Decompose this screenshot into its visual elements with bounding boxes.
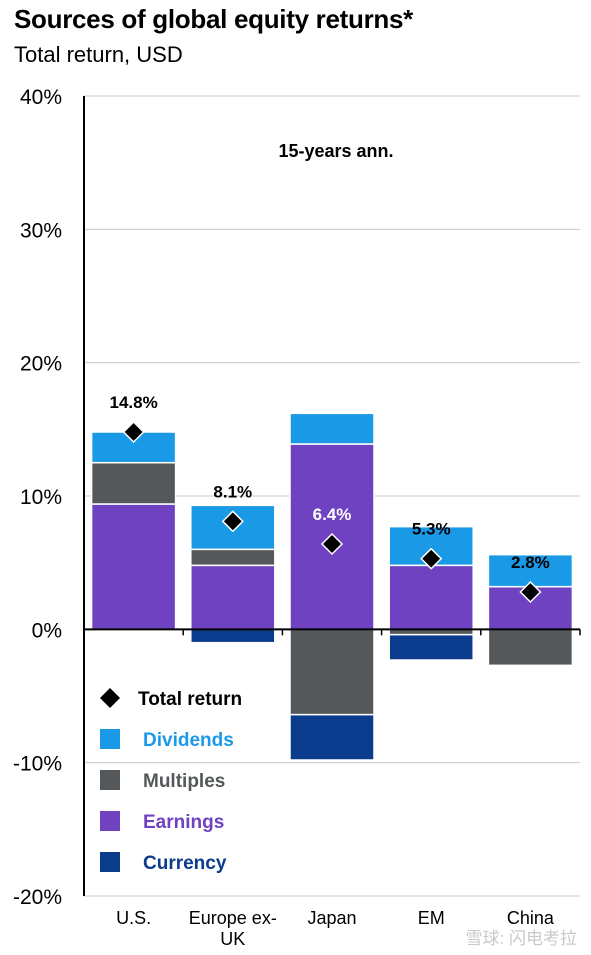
bar-multiples (289, 628, 375, 716)
total-return-label: 8.1% (213, 482, 252, 501)
y-tick-label: 20% (20, 353, 62, 376)
legend-currency: Currency (143, 853, 227, 874)
total-return-label: 14.8% (109, 393, 157, 412)
y-tick-label: 10% (20, 486, 62, 509)
legend-total-return: Total return (138, 689, 242, 710)
total-return-marker (519, 580, 542, 604)
bar-multiples (487, 628, 574, 667)
watermark: 雪球: 闪电考拉 (465, 929, 577, 948)
legend-swatch (100, 811, 120, 831)
legend-earnings: Earnings (143, 812, 224, 833)
data-labels: 14.8% 8.1% 6.4% 5.3% 2.8% (109, 393, 549, 572)
legend-multiples: Multiples (143, 771, 225, 792)
total-return-label: 6.4% (313, 505, 352, 524)
chart-subtitle: Total return, USD (14, 42, 183, 67)
bar-multiples (190, 548, 276, 567)
legend-dividends: Dividends (143, 730, 234, 751)
chart-title: Sources of global equity returns* (14, 4, 413, 34)
legend-swatch (100, 852, 120, 872)
bar-earnings (190, 564, 276, 631)
legend-swatch (100, 770, 120, 790)
y-tick-label: 30% (20, 219, 62, 242)
legend-swatch (100, 729, 120, 749)
x-category-label: China (507, 908, 555, 928)
bar-multiples (90, 461, 177, 505)
total-return-label: 2.8% (511, 553, 550, 572)
x-category-label: Europe ex- (189, 908, 277, 928)
bar-currency (388, 633, 474, 661)
period-annotation: 15-years ann. (278, 141, 393, 161)
axes: -20% -10% 0% 10% 20% 30% 40% U.S. Europe ex-UK Ja… (13, 86, 581, 949)
total-return-markers (122, 420, 542, 604)
total-return-marker (320, 532, 344, 556)
bar-currency (190, 628, 276, 644)
legend-diamond-icon (100, 688, 120, 708)
y-tick-label: -10% (13, 753, 62, 776)
total-return-marker (221, 510, 244, 533)
y-tick-label: -20% (13, 886, 62, 909)
total-return-marker (122, 420, 145, 444)
x-category-label: EM (418, 908, 445, 928)
legend: Total return Dividends Multiples Earnings Cu… (100, 688, 242, 874)
total-return-label: 5.3% (412, 520, 451, 539)
y-tick-label: 40% (20, 86, 62, 109)
y-tick-label: 0% (32, 619, 62, 642)
x-category-label: Japan (307, 908, 356, 928)
total-return-marker (420, 547, 443, 570)
x-category-label: U.S. (116, 908, 151, 928)
bar-currency (289, 713, 375, 761)
bar-dividends (289, 412, 375, 445)
bar-earnings (90, 503, 177, 631)
stacked-bars (90, 412, 574, 761)
x-category-label: UK (220, 929, 245, 949)
bar-earnings (388, 564, 474, 631)
